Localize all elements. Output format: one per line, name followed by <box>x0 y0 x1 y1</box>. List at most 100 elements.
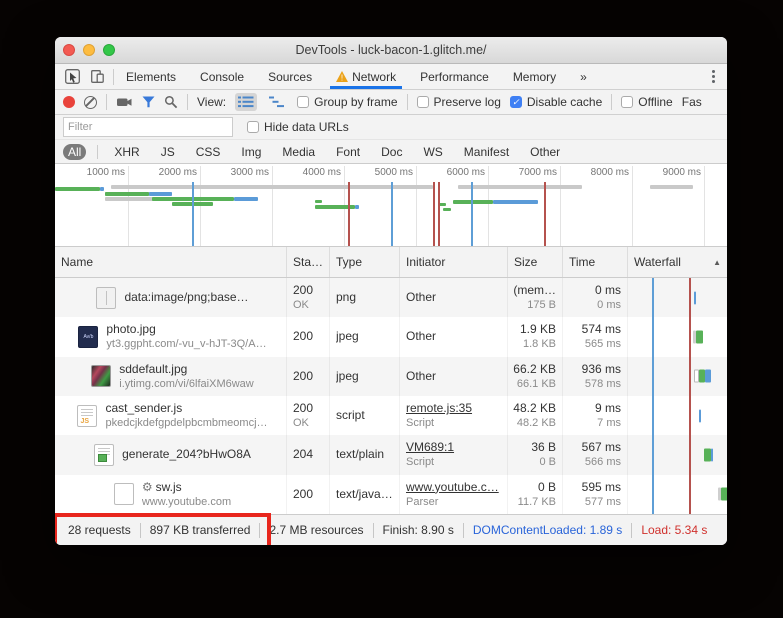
close-window-button[interactable] <box>63 44 75 56</box>
status-cell: 200 <box>287 356 330 396</box>
offline-label: Offline <box>638 95 673 109</box>
type-filter-img[interactable]: Img <box>241 144 262 159</box>
group-by-frame-label: Group by frame <box>314 95 398 109</box>
initiator-cell: www.youtube.c… Parser <box>400 474 508 514</box>
time-cell-subvalue: 7 ms <box>597 417 621 430</box>
status-cell-subvalue: OK <box>293 299 309 312</box>
filter-funnel-icon[interactable] <box>142 96 155 108</box>
column-header-initiator[interactable]: Initiator <box>400 247 508 277</box>
tab-performance[interactable]: Performance <box>414 64 495 89</box>
search-icon[interactable] <box>164 95 178 109</box>
throttling-dropdown[interactable]: Fas <box>681 95 702 109</box>
type-filter-css[interactable]: CSS <box>195 144 221 159</box>
disable-cache-checkbox[interactable]: ✓ Disable cache <box>509 95 602 109</box>
tab-elements[interactable]: Elements <box>120 64 182 89</box>
divider <box>372 522 374 538</box>
devtools-menu-icon[interactable] <box>700 64 727 89</box>
column-header-size[interactable]: Size <box>508 247 563 277</box>
overview-request-bar <box>315 200 322 203</box>
time-cell-subvalue: 577 ms <box>584 495 621 508</box>
initiator-cell-value: Other <box>406 368 437 383</box>
table-row[interactable]: Av/b photo.jpg yt3.ggpht.com/-vu_v-hJT-3Q/… <box>55 317 727 357</box>
type-cell-value: text/plain <box>336 447 385 462</box>
time-cell: 0 ms 0 ms <box>563 278 628 318</box>
timeline-overview[interactable]: 1000 ms 2000 ms 3000 ms 4000 ms 5000 ms 6000 … <box>55 164 727 247</box>
column-header-label: Time <box>569 255 596 269</box>
time-cell: 936 ms 578 ms <box>563 356 628 396</box>
group-by-frame-checkbox[interactable]: Group by frame <box>297 95 398 109</box>
request-name-cell: JS cast_sender.js pkedcjkdefgpdelpbcmbmeom… <box>55 395 287 436</box>
type-filter-font[interactable]: Font <box>336 144 361 159</box>
clear-button[interactable] <box>84 95 97 109</box>
offline-checkbox[interactable]: Offline <box>621 95 673 109</box>
type-filter-manifest[interactable]: Manifest <box>463 144 510 159</box>
overview-tick-label: 9000 ms <box>662 167 701 178</box>
record-button[interactable] <box>63 96 75 108</box>
tab-network[interactable]: ! Network <box>330 64 403 89</box>
traffic-lights <box>63 44 115 56</box>
status-cell: 200 OK <box>287 395 330 436</box>
type-filter-js[interactable]: JS <box>160 144 175 159</box>
document-file-icon <box>93 443 115 467</box>
table-row[interactable]: generate_204?bHwO8A 204 text/plain VM689:1 S… <box>55 435 727 475</box>
tab-label: Performance <box>420 69 489 84</box>
overview-request-bar <box>105 192 149 196</box>
column-header-sta[interactable]: Sta… <box>287 247 330 277</box>
column-header-time[interactable]: Time <box>563 247 628 277</box>
time-cell-value: 574 ms <box>581 322 621 337</box>
view-label: View: <box>197 95 227 109</box>
type-filter-other[interactable]: Other <box>530 144 561 159</box>
filter-input[interactable] <box>63 117 233 137</box>
column-header-waterfall[interactable]: Waterfall ▲ <box>628 247 727 277</box>
hide-data-urls-label: Hide data URLs <box>264 120 349 134</box>
minimize-window-button[interactable] <box>83 44 95 56</box>
type-filter-doc[interactable]: Doc <box>381 144 403 159</box>
divider <box>631 522 633 538</box>
tab-»[interactable]: » <box>574 64 593 89</box>
hide-data-urls-checkbox[interactable]: Hide data URLs <box>247 120 349 134</box>
type-filter-media[interactable]: Media <box>282 144 316 159</box>
time-cell-value: 595 ms <box>581 479 621 494</box>
column-header-type[interactable]: Type <box>330 247 400 277</box>
request-name: data:image/png;base… <box>124 290 248 305</box>
initiator-cell: VM689:1 Script <box>400 435 508 475</box>
size-cell-subvalue: 1.8 KB <box>522 338 556 351</box>
overview-request-bar <box>149 192 172 196</box>
waterfall-bar <box>699 369 705 383</box>
warning-icon: ! <box>336 71 349 82</box>
initiator-cell-value: Other <box>406 290 437 305</box>
tab-sources[interactable]: Sources <box>262 64 318 89</box>
type-filter-ws[interactable]: WS <box>423 144 443 159</box>
capture-screenshots-icon[interactable] <box>116 95 133 109</box>
overview-red-event-line <box>433 182 435 246</box>
column-header-label: Sta… <box>293 255 324 269</box>
tab-list: Elements Console Sources ! Network Performanc… <box>114 64 599 89</box>
table-row[interactable]: JS cast_sender.js pkedcjkdefgpdelpbcmbmeom… <box>55 395 727 436</box>
column-header-name[interactable]: Name <box>55 247 287 277</box>
inspect-element-icon[interactable] <box>65 69 80 84</box>
preserve-log-checkbox[interactable]: Preserve log <box>416 95 501 109</box>
initiator-cell-subvalue: Parser <box>406 495 439 508</box>
table-row[interactable]: sddefault.jpg i.ytimg.com/vi/6lfaiXM6waw 2… <box>55 356 727 396</box>
list-view-icon[interactable] <box>235 93 258 111</box>
size-cell-subvalue: 0 B <box>539 456 556 469</box>
tab-memory[interactable]: Memory <box>507 64 562 89</box>
overview-gridline <box>488 166 489 246</box>
overview-red-event-line <box>544 182 546 246</box>
divider <box>106 94 107 110</box>
waterfall-bar <box>694 369 699 383</box>
zoom-window-button[interactable] <box>103 44 115 56</box>
waterfall-view-icon[interactable] <box>266 93 288 111</box>
type-filter-xhr[interactable]: XHR <box>114 144 140 159</box>
tab-console[interactable]: Console <box>194 64 250 89</box>
table-row[interactable]: data:image/png;base… 200 OK png Other (mem… 17… <box>55 278 727 318</box>
overview-request-bar <box>650 185 693 189</box>
table-row[interactable]: ⚙ sw.js www.youtube.com 200 text/java… www.yo… <box>55 474 727 514</box>
size-cell-subvalue: 48.2 KB <box>516 417 556 430</box>
window-title: DevTools - luck-bacon-1.glitch.me/ <box>295 43 487 57</box>
request-domain: yt3.ggpht.com/-vu_v-hJT-3Q/A… <box>106 338 267 351</box>
statusbar-item: Load: 5.34 s <box>641 523 708 537</box>
type-filter-all[interactable]: All <box>63 143 87 160</box>
device-toolbar-icon[interactable] <box>90 69 105 84</box>
request-name-text: generate_204?bHwO8A <box>122 447 251 462</box>
